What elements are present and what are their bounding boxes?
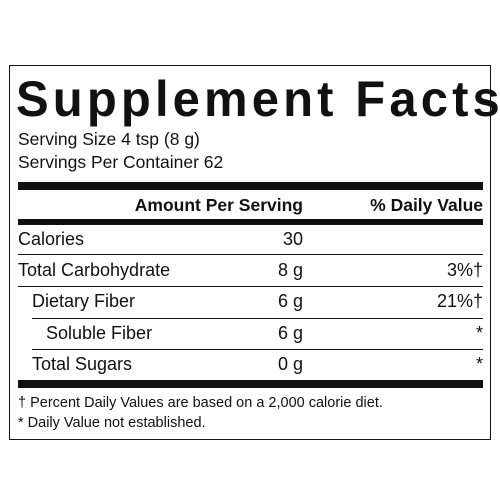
title: Supplement Facts [16, 71, 500, 127]
row-name: Total Carbohydrate [18, 260, 171, 280]
column-header: % Daily Value [370, 195, 483, 215]
row-amount: 6 g [277, 323, 303, 343]
thick-rule [18, 219, 483, 225]
rule [18, 286, 483, 287]
rule [32, 318, 483, 319]
row-amount: 30 [282, 229, 303, 249]
rule [32, 349, 483, 350]
servings-per-container: Servings Per Container 62 [18, 152, 224, 172]
row-daily-value: 3%† [446, 260, 483, 280]
label-box [9, 65, 491, 440]
row-amount: 8 g [277, 260, 303, 280]
row-name: Soluble Fiber [46, 323, 153, 343]
row-daily-value: * [475, 323, 483, 343]
row-amount: 0 g [277, 354, 303, 374]
footnote: † Percent Daily Values are based on a 2,… [18, 395, 383, 411]
row-amount: 6 g [277, 291, 303, 311]
row-name: Dietary Fiber [32, 291, 136, 311]
serving-size: Serving Size 4 tsp (8 g) [18, 129, 200, 149]
thick-rule [18, 380, 483, 388]
thick-rule [18, 182, 483, 190]
rule [18, 254, 483, 255]
row-daily-value: * [475, 354, 483, 374]
column-header: Amount Per Serving [134, 195, 303, 215]
footnote: * Daily Value not established. [18, 415, 206, 431]
row-name: Total Sugars [32, 354, 133, 374]
row-name: Calories [18, 229, 85, 249]
row-daily-value: 21%† [436, 291, 483, 311]
